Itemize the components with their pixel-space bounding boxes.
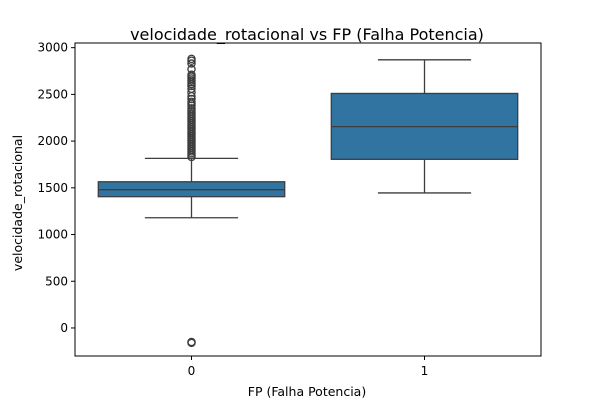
y-axis-label: velocidade_rotacional — [10, 135, 25, 271]
y-tick-label: 1000 — [37, 228, 68, 242]
y-tick-label: 1500 — [37, 181, 68, 195]
y-tick-label: 2500 — [37, 87, 68, 101]
y-tick-label: 2000 — [37, 134, 68, 148]
outlier-point — [187, 88, 196, 97]
outlier-point — [187, 54, 196, 64]
y-tick-label: 3000 — [37, 41, 68, 55]
outlier-point — [187, 337, 196, 347]
x-tick-label: 0 — [188, 364, 196, 378]
outlier-point — [187, 84, 196, 94]
plot-frame — [74, 42, 542, 357]
outlier-point — [187, 104, 196, 113]
outlier-point — [187, 64, 196, 74]
x-axis-label: FP (Falha Potencia) — [248, 384, 366, 399]
outlier-point — [187, 94, 196, 104]
x-tick-label: 1 — [421, 364, 429, 378]
y-tick-label: 500 — [45, 274, 68, 288]
chart-title: velocidade_rotacional vs FP (Falha Poten… — [130, 25, 484, 45]
plot-area: 0 500 1000 1500 2000 2500 3000 0 1 — [37, 41, 542, 378]
outlier-point — [187, 70, 196, 80]
y-tick-label: 0 — [60, 321, 68, 335]
outlier-point — [187, 97, 196, 107]
outlier-point — [187, 59, 196, 68]
